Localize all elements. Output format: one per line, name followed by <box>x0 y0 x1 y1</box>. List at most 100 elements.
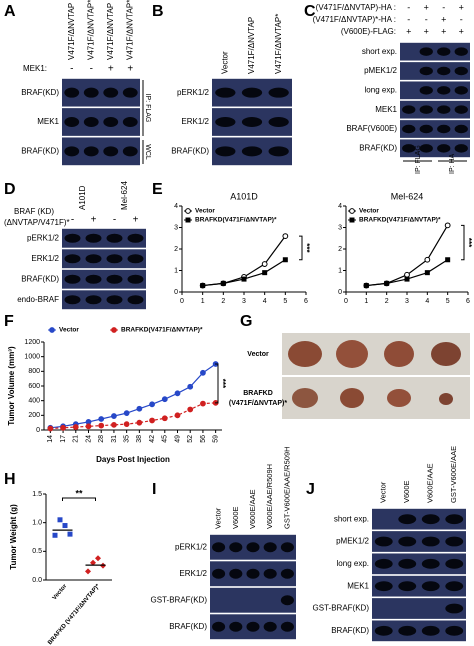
band <box>64 146 80 157</box>
band <box>85 295 102 305</box>
band <box>437 86 451 95</box>
treatment-sign: + <box>91 215 97 226</box>
band <box>103 117 119 127</box>
band <box>437 47 451 56</box>
tumor <box>292 388 318 408</box>
blot-strip <box>62 269 146 289</box>
column-label: V600E <box>231 506 240 529</box>
y-tick-label: 400 <box>28 398 40 405</box>
column-label: Vector <box>214 507 223 529</box>
band <box>454 144 468 153</box>
band <box>215 146 236 157</box>
treatment-label: MEK1: <box>23 64 47 73</box>
marker <box>47 425 54 432</box>
marker <box>98 416 105 422</box>
row-label: MEK1 <box>375 105 397 114</box>
x-tick-label: 1 <box>364 298 368 305</box>
treatment-sign: - <box>442 2 445 12</box>
band <box>419 105 433 114</box>
row-label: pMEK1/2 <box>364 66 397 75</box>
marker <box>174 412 181 419</box>
band <box>127 274 144 284</box>
band <box>122 146 138 157</box>
row-label: (V471F/ΔNVTAP)* <box>229 400 287 407</box>
marker <box>95 555 101 562</box>
band <box>106 233 123 243</box>
marker <box>187 383 194 390</box>
row-label: BRAF(KD) <box>169 622 207 631</box>
marker <box>384 280 390 286</box>
row-label: pERK1/2 <box>175 542 208 551</box>
band <box>445 514 464 525</box>
y-tick-label: 4 <box>174 203 178 210</box>
blot-strip <box>62 290 146 310</box>
legend-label: BRAFKD(V471F/ΔNVTAP)* <box>195 217 277 224</box>
band <box>374 536 393 547</box>
row-label: BRAF(KD) <box>171 146 209 155</box>
band <box>445 581 464 592</box>
blot-strip <box>400 100 470 119</box>
treatment-sign: + <box>424 2 429 12</box>
band <box>445 625 464 636</box>
band <box>212 542 226 553</box>
y-tick-label: 1200 <box>24 339 40 346</box>
treatment-sign: - <box>90 64 93 75</box>
band <box>454 47 468 56</box>
band <box>64 254 81 264</box>
treatment-sign: + <box>133 215 139 226</box>
y-axis-label: Tumor Volume (mm³) <box>7 346 16 426</box>
y-tick-label: 0.5 <box>32 548 42 555</box>
blot-strip <box>372 508 466 530</box>
band <box>229 542 243 553</box>
row-label: BRAF(KD) <box>359 143 397 152</box>
tumor <box>340 388 364 408</box>
y-tick-label: 3 <box>338 224 342 231</box>
band <box>419 124 433 134</box>
panel-letter: J <box>306 481 315 498</box>
column-label: GST-V600E/AAE <box>449 446 458 503</box>
y-tick-label: 0 <box>36 427 40 434</box>
y-axis-label: Tumor Weight (g) <box>9 504 18 570</box>
row-label: BRAF(V600E) <box>346 124 397 133</box>
row-label: pMEK1/2 <box>336 537 369 546</box>
band <box>268 117 289 127</box>
treatment-sign: + <box>441 26 446 36</box>
x-tick-label: 35 <box>123 435 130 443</box>
treatment-sign: + <box>424 26 429 36</box>
chart-title: A101D <box>230 191 258 201</box>
tumor <box>336 340 368 368</box>
x-tick-label: 56 <box>200 435 207 443</box>
significance-bracket <box>62 497 96 501</box>
tumor <box>387 389 411 407</box>
y-tick-label: 3 <box>174 224 178 231</box>
bracket-label: IP: HA <box>449 153 456 174</box>
marker <box>262 270 268 276</box>
band <box>85 274 102 284</box>
band <box>374 625 393 636</box>
column-label: GST-V600E/AAE/R509H <box>282 446 291 529</box>
marker <box>220 280 226 286</box>
legend-label: Vector <box>359 208 379 215</box>
marker <box>123 410 130 417</box>
legend-label: Vector <box>59 327 79 334</box>
band <box>64 295 81 305</box>
band <box>374 558 393 569</box>
marker <box>161 415 168 422</box>
band <box>64 233 81 243</box>
column-label: V600E <box>402 480 411 503</box>
y-tick-label: 1.5 <box>32 491 42 498</box>
treatment-sign: - <box>407 14 410 24</box>
band <box>437 66 451 76</box>
band <box>398 581 417 592</box>
band <box>127 295 144 305</box>
band <box>419 66 433 76</box>
x-tick-label: 4 <box>263 298 267 305</box>
column-label: V600E/AAE <box>426 463 435 503</box>
band <box>103 146 119 157</box>
significance-bracket <box>461 224 465 261</box>
band <box>419 144 433 153</box>
marker <box>424 270 430 276</box>
marker <box>85 423 92 430</box>
band <box>280 621 294 632</box>
